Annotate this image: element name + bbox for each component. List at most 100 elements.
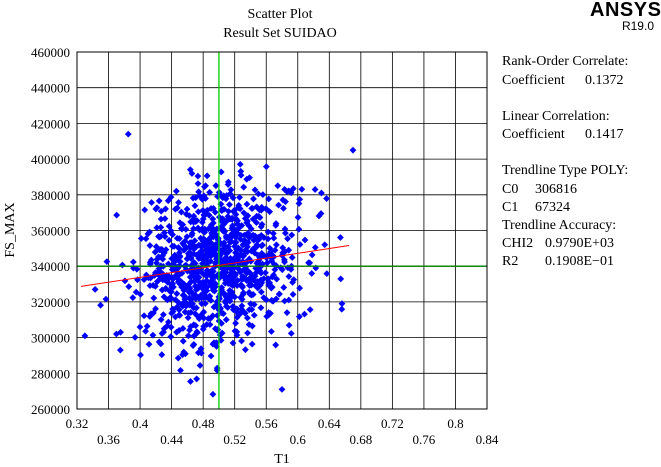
data-point [275,201,282,209]
linear-value: 0.1417 [585,127,624,142]
data-point [174,354,182,362]
data-point [206,188,214,196]
data-point [162,284,170,292]
data-point [298,185,306,193]
data-point [176,311,184,319]
data-point [262,205,270,213]
data-point [221,273,229,281]
data-point [190,332,198,340]
data-point [208,247,216,255]
data-point [238,305,245,313]
data-point [102,295,110,303]
data-point [192,194,200,201]
data-point [349,146,357,154]
data-point [301,310,308,318]
data-point [203,261,211,269]
data-point [150,294,158,302]
data-point [116,346,124,354]
data-point [178,301,186,308]
data-point [250,301,258,308]
data-point [272,341,280,349]
data-point [278,266,286,274]
data-point [191,202,199,210]
data-point [198,218,206,226]
data-point [187,378,194,385]
data-point [195,188,203,196]
data-point [213,303,221,311]
data-point [295,313,303,321]
data-point [222,293,230,301]
data-point [296,284,304,292]
data-point [228,291,236,299]
data-point [254,190,262,198]
data-point [162,205,169,213]
data-point [248,204,256,212]
data-point [199,254,207,262]
data-point [220,239,228,247]
c0-label: C0 [502,182,519,197]
data-point [264,235,272,243]
data-point [241,346,249,354]
data-point [225,207,232,215]
data-points [81,130,357,398]
data-point [226,247,234,255]
data-point [229,223,236,231]
data-point [295,200,303,207]
data-point [195,273,203,281]
data-point [232,238,240,246]
y-tick-labels: 260000 280000 300000 320000 340000 360000 3800… [31,45,70,417]
data-point [203,254,211,262]
data-point [160,293,168,301]
data-point [149,281,157,289]
data-point [255,213,263,220]
data-point [217,168,225,176]
x-tick-label: 0.72 [381,416,404,431]
x-tick-label: 0.64 [318,416,341,431]
data-point [185,252,193,260]
data-point [124,130,132,138]
data-point [252,282,259,290]
data-point [224,178,232,186]
data-point [188,170,196,177]
data-point [285,321,293,329]
data-point [207,233,215,241]
data-point [193,375,201,383]
data-point [196,192,204,200]
data-point [155,197,163,205]
data-point [91,286,99,293]
y-tick-label: 400000 [31,152,70,167]
data-point [220,248,228,255]
data-point [288,254,296,261]
data-point [243,269,251,277]
data-point [257,263,264,271]
data-point [218,329,226,337]
rank-value: 0.1372 [585,73,624,88]
data-point [190,225,197,233]
x-tick-label: 0.52 [223,432,246,447]
data-point [179,337,187,345]
data-point [231,272,239,280]
data-point [167,295,175,303]
data-point [189,215,197,223]
data-point [97,301,104,309]
data-point [167,333,175,341]
data-point [225,243,232,251]
data-point [228,288,236,296]
y-tick-label: 320000 [31,295,70,310]
trendline [80,245,350,287]
data-point [200,211,208,219]
y-tick-label: 420000 [31,116,70,131]
data-point [209,312,217,320]
data-point [240,183,248,191]
data-point [177,208,185,216]
data-point [308,251,316,259]
data-point [165,236,173,244]
data-point [213,312,221,319]
data-point [218,207,226,215]
data-point [289,290,297,298]
data-point [243,200,251,208]
data-point [171,205,179,213]
data-point [219,310,227,317]
data-point [172,187,180,195]
data-point [170,242,178,250]
